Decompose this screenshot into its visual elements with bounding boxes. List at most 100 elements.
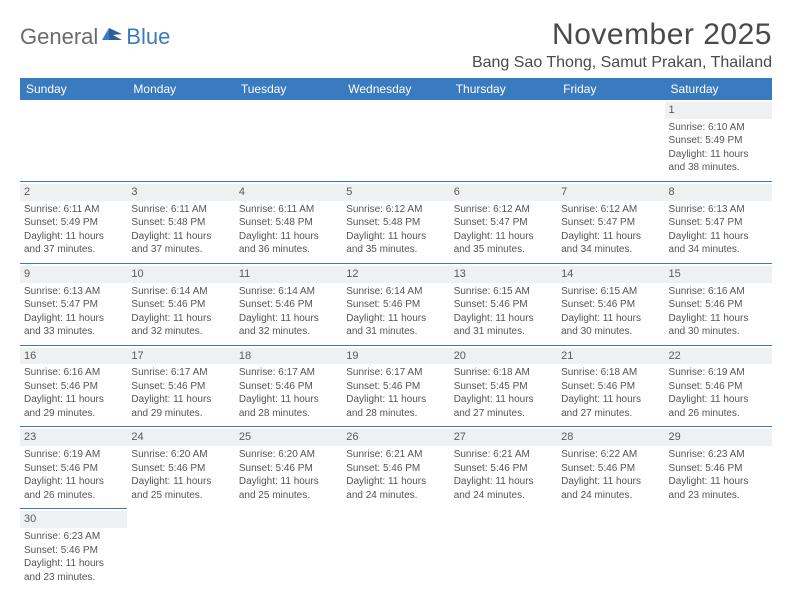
sunset-text: Sunset: 5:46 PM bbox=[669, 462, 768, 476]
sunset-text: Sunset: 5:46 PM bbox=[131, 298, 230, 312]
sunset-text: Sunset: 5:48 PM bbox=[131, 216, 230, 230]
day-number: 23 bbox=[20, 429, 127, 446]
daylight-text: Daylight: 11 hours bbox=[561, 230, 660, 244]
calendar-cell: 10Sunrise: 6:14 AMSunset: 5:46 PMDayligh… bbox=[127, 263, 234, 345]
daylight-text: and 31 minutes. bbox=[346, 325, 445, 339]
daylight-text: Daylight: 11 hours bbox=[24, 393, 123, 407]
day-number: 6 bbox=[450, 184, 557, 201]
daylight-text: Daylight: 11 hours bbox=[669, 475, 768, 489]
day-number: 28 bbox=[557, 429, 664, 446]
sunset-text: Sunset: 5:47 PM bbox=[561, 216, 660, 230]
sunset-text: Sunset: 5:49 PM bbox=[24, 216, 123, 230]
daylight-text: and 36 minutes. bbox=[239, 243, 338, 257]
calendar-cell: 14Sunrise: 6:15 AMSunset: 5:46 PMDayligh… bbox=[557, 263, 664, 345]
sunrise-text: Sunrise: 6:15 AM bbox=[454, 285, 553, 299]
daylight-text: Daylight: 11 hours bbox=[346, 475, 445, 489]
day-number: 21 bbox=[557, 348, 664, 365]
sunset-text: Sunset: 5:49 PM bbox=[669, 134, 768, 148]
sunset-text: Sunset: 5:46 PM bbox=[24, 380, 123, 394]
daylight-text: Daylight: 11 hours bbox=[239, 230, 338, 244]
day-number: 17 bbox=[127, 348, 234, 365]
daylight-text: and 32 minutes. bbox=[239, 325, 338, 339]
calendar-cell: 24Sunrise: 6:20 AMSunset: 5:46 PMDayligh… bbox=[127, 427, 234, 509]
calendar-cell: 16Sunrise: 6:16 AMSunset: 5:46 PMDayligh… bbox=[20, 345, 127, 427]
calendar-cell: 27Sunrise: 6:21 AMSunset: 5:46 PMDayligh… bbox=[450, 427, 557, 509]
sunrise-text: Sunrise: 6:21 AM bbox=[346, 448, 445, 462]
header: General Blue November 2025 Bang Sao Thon… bbox=[20, 18, 772, 72]
daylight-text: Daylight: 11 hours bbox=[24, 557, 123, 571]
calendar-row: 1Sunrise: 6:10 AMSunset: 5:49 PMDaylight… bbox=[20, 100, 772, 181]
daylight-text: Daylight: 11 hours bbox=[24, 230, 123, 244]
calendar-cell: 17Sunrise: 6:17 AMSunset: 5:46 PMDayligh… bbox=[127, 345, 234, 427]
title-block: November 2025 Bang Sao Thong, Samut Prak… bbox=[472, 18, 772, 72]
sunrise-text: Sunrise: 6:13 AM bbox=[24, 285, 123, 299]
daylight-text: Daylight: 11 hours bbox=[669, 393, 768, 407]
sunset-text: Sunset: 5:46 PM bbox=[561, 380, 660, 394]
daylight-text: and 29 minutes. bbox=[24, 407, 123, 421]
sunset-text: Sunset: 5:46 PM bbox=[346, 380, 445, 394]
daylight-text: and 38 minutes. bbox=[669, 161, 768, 175]
daylight-text: Daylight: 11 hours bbox=[669, 148, 768, 162]
sunrise-text: Sunrise: 6:16 AM bbox=[669, 285, 768, 299]
daylight-text: and 24 minutes. bbox=[561, 489, 660, 503]
calendar-row: 16Sunrise: 6:16 AMSunset: 5:46 PMDayligh… bbox=[20, 345, 772, 427]
month-title: November 2025 bbox=[472, 18, 772, 52]
daylight-text: Daylight: 11 hours bbox=[454, 230, 553, 244]
sunrise-text: Sunrise: 6:23 AM bbox=[669, 448, 768, 462]
day-number: 11 bbox=[235, 266, 342, 283]
flag-icon bbox=[102, 26, 124, 49]
day-number: 13 bbox=[450, 266, 557, 283]
day-number: 12 bbox=[342, 266, 449, 283]
sunset-text: Sunset: 5:46 PM bbox=[239, 380, 338, 394]
calendar-cell bbox=[342, 509, 449, 590]
daylight-text: Daylight: 11 hours bbox=[346, 312, 445, 326]
sunrise-text: Sunrise: 6:12 AM bbox=[561, 203, 660, 217]
sunset-text: Sunset: 5:46 PM bbox=[561, 298, 660, 312]
day-header: Sunday bbox=[20, 78, 127, 100]
daylight-text: and 34 minutes. bbox=[669, 243, 768, 257]
calendar-cell bbox=[450, 509, 557, 590]
sunrise-text: Sunrise: 6:14 AM bbox=[346, 285, 445, 299]
sunset-text: Sunset: 5:46 PM bbox=[24, 462, 123, 476]
daylight-text: Daylight: 11 hours bbox=[131, 475, 230, 489]
calendar-cell: 8Sunrise: 6:13 AMSunset: 5:47 PMDaylight… bbox=[665, 181, 772, 263]
day-number: 25 bbox=[235, 429, 342, 446]
daylight-text: and 35 minutes. bbox=[346, 243, 445, 257]
daylight-text: Daylight: 11 hours bbox=[561, 475, 660, 489]
calendar-cell: 7Sunrise: 6:12 AMSunset: 5:47 PMDaylight… bbox=[557, 181, 664, 263]
calendar-cell: 20Sunrise: 6:18 AMSunset: 5:45 PMDayligh… bbox=[450, 345, 557, 427]
daylight-text: and 25 minutes. bbox=[239, 489, 338, 503]
daylight-text: Daylight: 11 hours bbox=[561, 393, 660, 407]
day-number: 20 bbox=[450, 348, 557, 365]
day-header: Wednesday bbox=[342, 78, 449, 100]
daylight-text: Daylight: 11 hours bbox=[454, 393, 553, 407]
day-header-row: Sunday Monday Tuesday Wednesday Thursday… bbox=[20, 78, 772, 100]
sunrise-text: Sunrise: 6:14 AM bbox=[239, 285, 338, 299]
sunset-text: Sunset: 5:48 PM bbox=[239, 216, 338, 230]
daylight-text: and 35 minutes. bbox=[454, 243, 553, 257]
calendar-cell bbox=[127, 100, 234, 181]
day-number: 4 bbox=[235, 184, 342, 201]
daylight-text: and 24 minutes. bbox=[454, 489, 553, 503]
calendar-cell bbox=[235, 509, 342, 590]
daylight-text: and 26 minutes. bbox=[669, 407, 768, 421]
sunrise-text: Sunrise: 6:17 AM bbox=[239, 366, 338, 380]
daylight-text: Daylight: 11 hours bbox=[346, 393, 445, 407]
sunset-text: Sunset: 5:46 PM bbox=[24, 544, 123, 558]
day-number: 16 bbox=[20, 348, 127, 365]
day-number: 24 bbox=[127, 429, 234, 446]
sunrise-text: Sunrise: 6:13 AM bbox=[669, 203, 768, 217]
sunrise-text: Sunrise: 6:19 AM bbox=[669, 366, 768, 380]
sunrise-text: Sunrise: 6:20 AM bbox=[239, 448, 338, 462]
day-number: 14 bbox=[557, 266, 664, 283]
sunset-text: Sunset: 5:48 PM bbox=[346, 216, 445, 230]
calendar-cell: 23Sunrise: 6:19 AMSunset: 5:46 PMDayligh… bbox=[20, 427, 127, 509]
daylight-text: and 28 minutes. bbox=[239, 407, 338, 421]
daylight-text: Daylight: 11 hours bbox=[131, 393, 230, 407]
daylight-text: and 26 minutes. bbox=[24, 489, 123, 503]
sunrise-text: Sunrise: 6:14 AM bbox=[131, 285, 230, 299]
day-number: 27 bbox=[450, 429, 557, 446]
calendar-cell: 22Sunrise: 6:19 AMSunset: 5:46 PMDayligh… bbox=[665, 345, 772, 427]
logo-text-general: General bbox=[20, 24, 98, 50]
calendar-cell: 4Sunrise: 6:11 AMSunset: 5:48 PMDaylight… bbox=[235, 181, 342, 263]
